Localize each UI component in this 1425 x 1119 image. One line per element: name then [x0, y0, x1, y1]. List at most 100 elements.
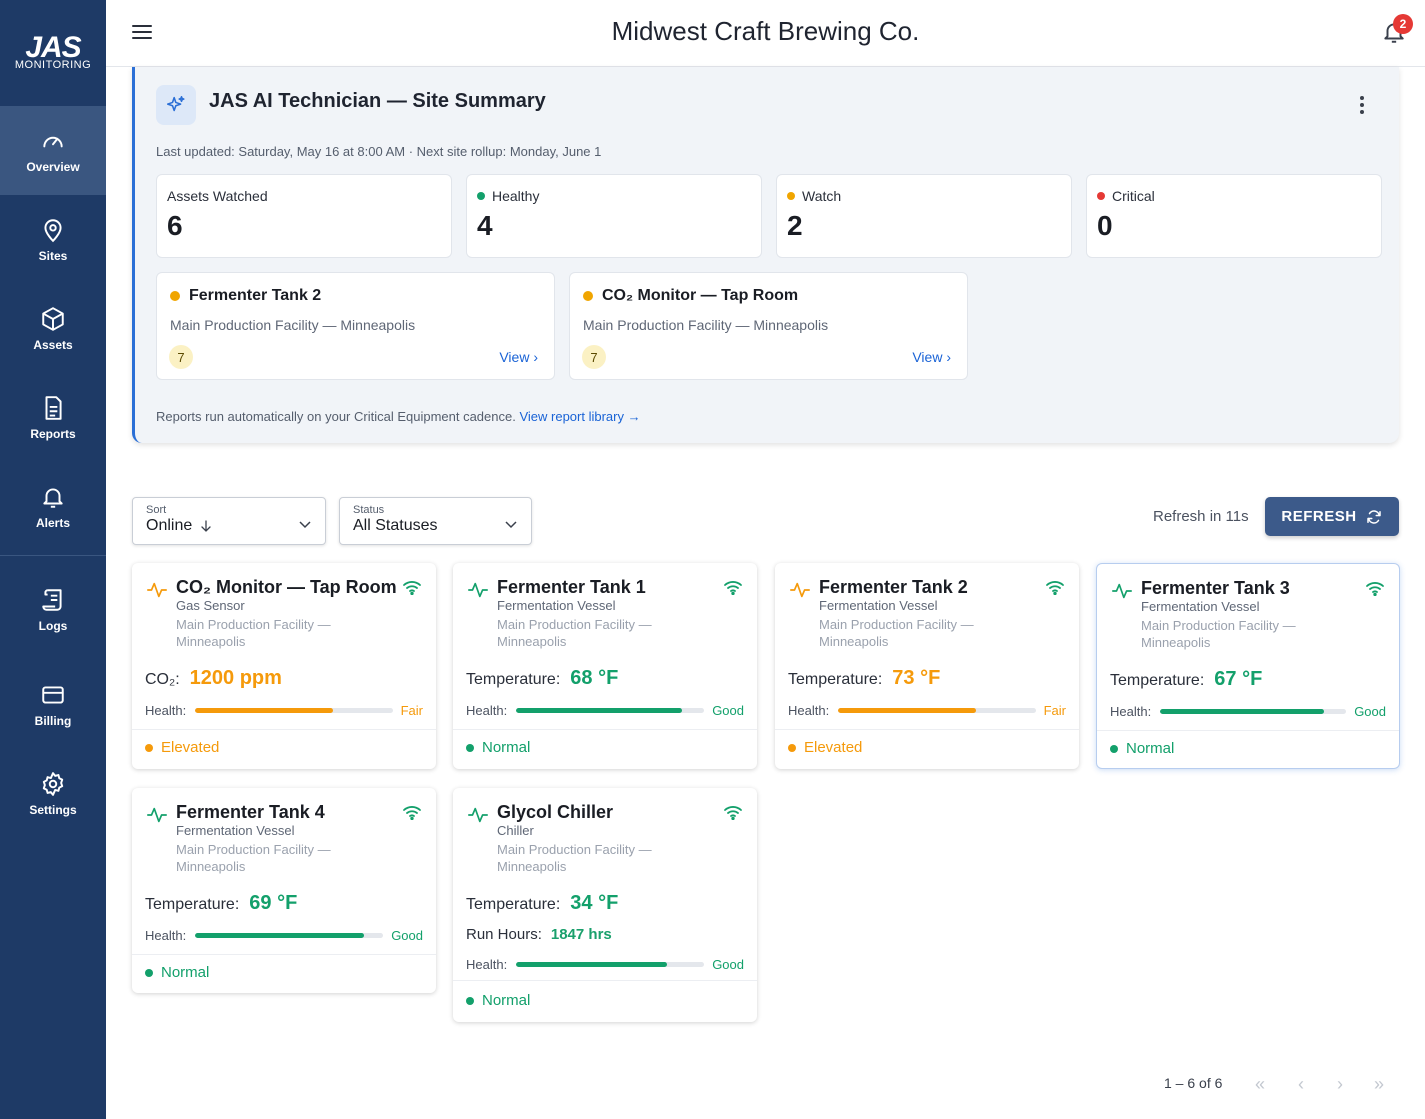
activity-icon: [468, 582, 488, 598]
activity-icon: [1112, 583, 1132, 599]
refresh-button[interactable]: REFRESH: [1265, 497, 1399, 536]
status-select[interactable]: Status All Statuses: [339, 497, 532, 545]
health-label: Health:: [466, 702, 508, 718]
status-text: Elevated: [804, 739, 863, 756]
asset-card[interactable]: Fermenter Tank 4 Fermentation Vessel Main …: [132, 788, 436, 993]
sort-value: Online: [146, 517, 193, 534]
cube-icon: [42, 306, 64, 331]
health-bar-fill: [195, 932, 365, 938]
more-vertical-icon[interactable]: [1359, 95, 1365, 115]
status-dot: [583, 291, 593, 301]
nav-sites-label: Sites: [38, 248, 68, 263]
prev-page-button[interactable]: ‹: [1298, 1074, 1304, 1094]
health-row: Health: Good: [1110, 703, 1386, 719]
next-page-button[interactable]: ›: [1337, 1074, 1343, 1094]
health-bar-fill: [516, 961, 667, 967]
asset-type: Fermentation Vessel: [819, 598, 938, 613]
watch-item-co2-monitor[interactable]: CO₂ Monitor — Tap Room Main Production F…: [569, 272, 968, 380]
wifi-icon: [403, 806, 421, 820]
health-text: Good: [712, 956, 744, 972]
asset-card[interactable]: Glycol Chiller Chiller Main Production Fac…: [453, 788, 757, 1022]
stat-watch: Watch 2: [776, 174, 1072, 258]
status-dot: [145, 968, 153, 977]
status-text: Elevated: [161, 739, 220, 756]
top-header: Midwest Craft Brewing Co. 2: [106, 0, 1425, 67]
status-dot: [170, 291, 180, 301]
nav-overview[interactable]: Overview: [0, 106, 106, 195]
health-row: Health: Good: [145, 927, 423, 943]
asset-status: Elevated: [788, 739, 862, 756]
sparkle-icon: [156, 85, 196, 125]
metric-label: Temperature:: [788, 671, 883, 688]
view-link[interactable]: View ›: [912, 349, 951, 365]
wifi-icon: [724, 806, 742, 820]
nav-assets[interactable]: Assets: [0, 284, 106, 373]
stat-value: 4: [477, 210, 493, 241]
nav-alerts[interactable]: Alerts: [0, 462, 106, 551]
extra-value: 1847 hrs: [550, 926, 612, 943]
asset-metric: Temperature: 68 °F: [466, 667, 618, 690]
watch-item-title: Fermenter Tank 2: [189, 287, 322, 304]
nav-settings[interactable]: Settings: [0, 749, 106, 838]
asset-card[interactable]: Fermenter Tank 2 Fermentation Vessel Main …: [775, 563, 1079, 769]
scroll-icon: [42, 589, 62, 611]
stat-label: Watch: [802, 188, 842, 204]
footer-text: Reports run automatically on your Critic…: [156, 409, 516, 424]
asset-location: Main Production Facility — Minneapolis: [1141, 618, 1296, 650]
status-dot: [145, 743, 153, 752]
stat-value: 6: [167, 210, 183, 241]
map-pin-icon: [44, 218, 62, 242]
health-text: Good: [391, 927, 423, 943]
nav-sites[interactable]: Sites: [0, 195, 106, 284]
asset-status: Normal: [145, 964, 209, 981]
asset-card[interactable]: Fermenter Tank 1 Fermentation Vessel Main …: [453, 563, 757, 769]
last-page-button[interactable]: »: [1374, 1074, 1385, 1094]
report-library-link[interactable]: View report library →: [519, 409, 641, 424]
asset-card[interactable]: CO₂ Monitor — Tap Room Gas Sensor Main Pro…: [132, 563, 436, 769]
chevron-down-icon: [505, 521, 517, 529]
health-bar: [516, 961, 705, 967]
asset-type: Chiller: [497, 823, 534, 838]
health-bar: [195, 932, 384, 938]
wifi-icon: [403, 581, 421, 595]
status-dot: [466, 743, 474, 752]
sort-select[interactable]: Sort Online: [132, 497, 326, 545]
stat-label: Assets Watched: [167, 188, 268, 204]
watch-item-badge: 7: [582, 345, 606, 369]
watch-item-fermenter-tank-2[interactable]: Fermenter Tank 2 Main Production Facilit…: [156, 272, 555, 380]
watch-item-badge: 7: [169, 345, 193, 369]
hamburger-menu-icon[interactable]: [130, 20, 154, 44]
health-label: Health:: [466, 956, 508, 972]
card-divider: [132, 729, 436, 730]
activity-icon: [468, 807, 488, 823]
extra-label: Run Hours:: [466, 926, 542, 943]
stat-assets-watched: Assets Watched 6: [156, 174, 452, 258]
logo[interactable]: JAS MONITORING: [0, 0, 106, 106]
asset-name: CO₂ Monitor — Tap Room: [176, 577, 397, 597]
nav-logs[interactable]: Logs: [0, 560, 106, 660]
pagination-range: 1 – 6 of 6: [1164, 1075, 1223, 1091]
view-link[interactable]: View ›: [499, 349, 538, 365]
health-text: Fair: [400, 702, 423, 718]
card-divider: [775, 729, 1079, 730]
notifications-button[interactable]: 2: [1381, 14, 1413, 46]
nav-reports[interactable]: Reports: [0, 373, 106, 462]
asset-run-hours: Run Hours: 1847 hrs: [466, 926, 612, 943]
nav-alerts-label: Alerts: [35, 515, 70, 530]
gear-icon: [42, 771, 64, 796]
status-value: All Statuses: [353, 517, 438, 534]
activity-icon: [147, 807, 167, 823]
sidebar: JAS MONITORING Overview Sites Assets Rep…: [0, 0, 106, 1119]
status-dot: [466, 996, 474, 1005]
summary-title: JAS AI Technician — Site Summary: [209, 90, 546, 112]
nav-billing[interactable]: Billing: [0, 660, 106, 749]
status-text: Normal: [482, 739, 531, 756]
asset-status: Normal: [466, 739, 530, 756]
metric-value: 69 °F: [249, 892, 298, 914]
first-page-button[interactable]: «: [1255, 1074, 1266, 1094]
wifi-icon: [1046, 581, 1064, 595]
asset-type: Fermentation Vessel: [176, 823, 295, 838]
refresh-icon: [1366, 509, 1381, 524]
last-updated-text: Last updated: Saturday, May 16 at 8:00 A…: [156, 144, 602, 159]
asset-card[interactable]: Fermenter Tank 3 Fermentation Vessel Main …: [1096, 563, 1400, 769]
